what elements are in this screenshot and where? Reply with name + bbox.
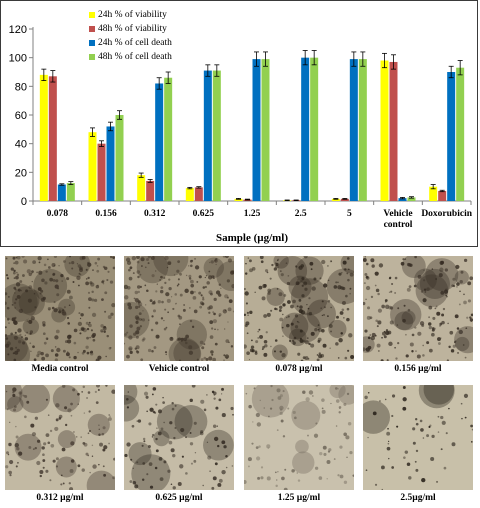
caption-0-312: 0.312 µg/ml — [36, 493, 84, 503]
legend-label: 24h % of cell death — [98, 38, 172, 48]
bar — [234, 198, 243, 201]
x-tick-label: 0.156 — [95, 209, 117, 219]
micrograph-1-25 — [244, 385, 354, 490]
legend-swatch — [89, 11, 95, 18]
bar — [438, 190, 447, 201]
legend-item: 24h % of viability — [89, 10, 167, 20]
y-tick-label: 20 — [15, 167, 27, 179]
bar — [88, 132, 97, 201]
legend-item: 48h % of viability — [89, 24, 167, 34]
caption-vehicle-control: Vehicle control — [148, 364, 210, 374]
bar — [48, 76, 57, 201]
x-tick-label: Doxorubicin — [421, 209, 472, 219]
micrograph-0-312 — [5, 385, 115, 490]
legend-item: 24h % of cell death — [89, 38, 172, 48]
bar — [310, 57, 319, 201]
caption-media-control: Media control — [31, 364, 89, 374]
x-axis-title: Sample (µg/ml) — [216, 232, 288, 244]
bar — [407, 197, 416, 201]
x-tick-label: 0.312 — [144, 209, 166, 219]
y-tick-label: 60 — [15, 110, 27, 122]
bar — [115, 115, 124, 201]
bar — [429, 186, 438, 201]
chart-panel: 0 20 40 60 80 100 120 0.078 0.156 0.312 0.625 1.25 2… — [0, 0, 478, 247]
bar — [39, 74, 48, 201]
micrograph-media-control — [5, 256, 115, 361]
y-tick-label: 80 — [15, 81, 27, 93]
bar — [185, 188, 194, 201]
bar — [349, 59, 358, 201]
y-tick-label: 120 — [9, 24, 27, 36]
bar — [398, 198, 407, 201]
bar — [57, 184, 66, 201]
bar — [66, 183, 75, 201]
bar — [203, 70, 212, 201]
bar — [155, 83, 164, 201]
legend-item: 48h % of cell death — [89, 52, 172, 62]
bar — [340, 198, 349, 201]
legend-swatch — [89, 39, 95, 46]
x-tick-label: 2.5 — [295, 209, 307, 219]
legend-label: 24h % of viability — [98, 10, 167, 20]
micrograph-2-5 — [363, 385, 473, 490]
bar — [358, 59, 367, 201]
micrograph-0-078 — [244, 256, 354, 361]
caption-0-078: 0.078 µg/ml — [275, 364, 323, 374]
caption-0-156: 0.156 µg/ml — [394, 364, 442, 374]
bar — [97, 143, 106, 201]
bar — [106, 126, 115, 201]
bar — [380, 60, 389, 202]
bar — [301, 57, 310, 201]
x-tick-label: 0.078 — [47, 209, 69, 219]
x-tick-label: 0.625 — [193, 209, 215, 219]
legend-label: 48h % of cell death — [98, 52, 172, 62]
bar — [261, 59, 270, 201]
x-tick-label: 1.25 — [244, 209, 261, 219]
micrograph-vehicle-control — [124, 256, 234, 361]
x-tick-label: control — [384, 220, 413, 230]
bar — [447, 72, 456, 201]
micrograph-0-625 — [124, 385, 234, 490]
y-tick-label: 0 — [21, 196, 27, 208]
legend-label: 48h % of viability — [98, 24, 167, 34]
bar — [146, 180, 155, 201]
bar — [252, 59, 261, 201]
bar — [456, 67, 465, 201]
bar — [194, 187, 203, 201]
x-tick-label: Vehicle — [383, 209, 412, 219]
caption-2-5: 2.5µg/ml — [400, 493, 436, 503]
bar — [212, 70, 221, 201]
caption-0-625: 0.625 µg/ml — [155, 493, 203, 503]
legend-swatch — [89, 25, 95, 32]
bar — [137, 175, 146, 201]
bar — [389, 61, 398, 201]
x-tick-label: 5 — [347, 209, 352, 219]
micrograph-0-156 — [363, 256, 473, 361]
y-tick-label: 100 — [9, 53, 27, 65]
bar — [331, 198, 340, 201]
legend-swatch — [89, 53, 95, 60]
caption-1-25: 1.25 µg/ml — [277, 493, 321, 503]
bar-chart: 0 20 40 60 80 100 120 0.078 0.156 0.312 0.625 1.25 2… — [9, 24, 473, 244]
y-tick-label: 40 — [15, 139, 27, 151]
bar — [164, 77, 173, 201]
